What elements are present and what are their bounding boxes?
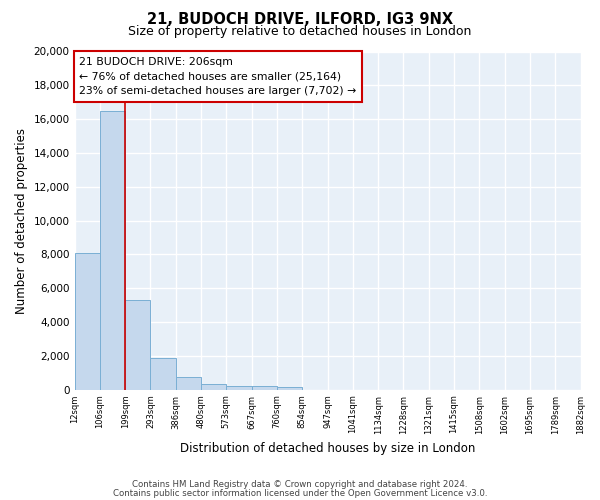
Bar [125, 300, 151, 390]
Bar [277, 386, 302, 390]
Text: Size of property relative to detached houses in London: Size of property relative to detached ho… [128, 25, 472, 38]
Y-axis label: Number of detached properties: Number of detached properties [15, 128, 28, 314]
Text: Contains public sector information licensed under the Open Government Licence v3: Contains public sector information licen… [113, 488, 487, 498]
Text: 21, BUDOCH DRIVE, ILFORD, IG3 9NX: 21, BUDOCH DRIVE, ILFORD, IG3 9NX [147, 12, 453, 28]
X-axis label: Distribution of detached houses by size in London: Distribution of detached houses by size … [180, 442, 475, 455]
Bar [151, 358, 176, 390]
Text: Contains HM Land Registry data © Crown copyright and database right 2024.: Contains HM Land Registry data © Crown c… [132, 480, 468, 489]
Bar [74, 252, 100, 390]
Bar [226, 386, 251, 390]
Bar [176, 377, 201, 390]
Bar [201, 384, 226, 390]
Text: 21 BUDOCH DRIVE: 206sqm
← 76% of detached houses are smaller (25,164)
23% of sem: 21 BUDOCH DRIVE: 206sqm ← 76% of detache… [79, 56, 356, 96]
Bar [100, 110, 125, 390]
Bar [251, 386, 277, 390]
